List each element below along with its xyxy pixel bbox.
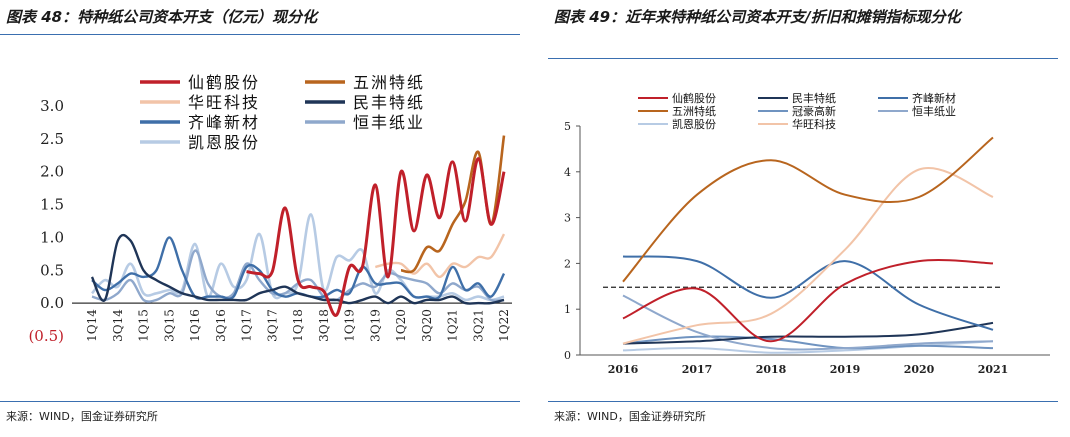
x-tick-label: 3Q21 <box>471 309 485 342</box>
x-tick-label: 1Q14 <box>85 309 99 342</box>
x-tick-label: 1Q17 <box>240 309 254 342</box>
y-tick-label: 2 <box>564 257 571 270</box>
series-line-五洲特纸 <box>400 135 506 274</box>
chart-title: 图表 49：近年来特种纸公司资本开支/折旧和摊销指标现分化 <box>554 8 961 26</box>
series-line-仙鹤股份 <box>622 258 994 343</box>
chart-title: 图表 48：特种纸公司资本开支（亿元）现分化 <box>6 8 318 26</box>
x-tick-label: 1Q19 <box>343 309 357 342</box>
series-line-华旺科技 <box>374 233 506 279</box>
x-tick-label: 1Q16 <box>188 309 202 342</box>
legend-label: 华旺科技 <box>188 93 260 112</box>
x-tick-label: 3Q18 <box>317 309 331 342</box>
y-tick-label: 1 <box>564 303 571 316</box>
legend-label: 齐峰新材 <box>912 91 956 105</box>
x-tick-label: 2018 <box>756 363 787 376</box>
x-tick-label: 3Q17 <box>265 309 279 342</box>
chart-panel-capex-da-ratio: 图表 49：近年来特种纸公司资本开支/折旧和摊销指标现分化 0 1 2 3 4 5 2016… <box>548 0 1070 437</box>
x-tick-label: 2016 <box>608 363 639 376</box>
source-note: 来源：WIND，国金证券研究所 <box>6 410 158 423</box>
series-line-齐峰新材 <box>622 255 994 331</box>
y-tick-label: 1.5 <box>40 196 64 214</box>
x-tick-label: 2021 <box>978 363 1009 376</box>
source-rule <box>0 401 520 402</box>
legend-label: 凯恩股份 <box>188 133 260 152</box>
y-tick-label: (0.5) <box>28 327 64 345</box>
y-tick-label: 0 <box>564 349 571 362</box>
series-line-五洲特纸 <box>622 136 994 283</box>
legend-label: 冠豪高新 <box>792 104 836 118</box>
x-tick-label: 2017 <box>682 363 713 376</box>
legend-label: 仙鹤股份 <box>672 91 716 105</box>
series-line-恒丰纸业 <box>622 294 994 351</box>
x-tick-label: 1Q18 <box>291 309 305 342</box>
x-tick-label: 1Q21 <box>446 309 460 342</box>
y-tick-label: 4 <box>564 166 571 179</box>
legend-label: 齐峰新材 <box>188 113 260 132</box>
x-tick-label: 1Q22 <box>497 309 511 342</box>
legend-label: 民丰特纸 <box>792 91 836 105</box>
legend-label: 仙鹤股份 <box>188 73 260 92</box>
source-note: 来源：WIND，国金证券研究所 <box>554 410 706 423</box>
capex-line-chart: (0.5) 0.0 0.5 1.0 1.5 2.0 2.5 3.0 1Q14 3Q14 1Q15 3Q… <box>28 73 512 345</box>
legend-label: 华旺科技 <box>792 117 836 131</box>
legend-label: 五洲特纸 <box>672 104 716 118</box>
y-tick-label: 2.5 <box>40 130 64 148</box>
x-tick-label: 3Q14 <box>111 309 125 342</box>
title-rule <box>0 34 520 35</box>
series-line-民丰特纸 <box>90 233 505 305</box>
y-tick-label: 3 <box>564 212 571 225</box>
series-line-仙鹤股份 <box>246 157 506 317</box>
ratio-line-chart: 0 1 2 3 4 5 2016 2017 2018 2019 2020 2021 仙鹤股份 民丰特纸 齐峰… <box>564 91 1050 376</box>
series-line-凯恩股份 <box>91 213 505 302</box>
series-line-民丰特纸 <box>622 321 994 345</box>
source-rule <box>548 401 1058 402</box>
title-rule <box>548 58 1058 59</box>
y-tick-label: 1.0 <box>40 228 64 246</box>
x-tick-label: 3Q16 <box>214 309 228 342</box>
y-tick-label: 3.0 <box>40 97 64 115</box>
legend-label: 恒丰纸业 <box>912 105 956 118</box>
legend-label: 恒丰纸业 <box>353 113 425 132</box>
y-tick-label: 5 <box>564 120 571 133</box>
x-tick-label: 2020 <box>904 363 935 376</box>
legend-label: 凯恩股份 <box>672 118 716 131</box>
series-line-冠豪高新 <box>622 335 994 350</box>
x-tick-label: 3Q15 <box>162 309 176 342</box>
legend-label: 民丰特纸 <box>353 93 425 112</box>
x-tick-label: 3Q19 <box>368 309 382 342</box>
legend-label: 五洲特纸 <box>353 73 425 92</box>
x-tick-label: 3Q20 <box>420 309 434 342</box>
x-tick-label: 1Q20 <box>394 309 408 342</box>
x-tick-label: 1Q15 <box>137 309 151 342</box>
y-tick-label: 0.0 <box>40 294 64 312</box>
series-line-华旺科技 <box>622 167 994 345</box>
y-tick-label: 2.0 <box>40 163 64 181</box>
x-tick-label: 2019 <box>830 363 861 376</box>
chart-panel-capex: 图表 48：特种纸公司资本开支（亿元）现分化 (0.5) 0.0 0.5 1.0 1.5… <box>0 0 520 437</box>
y-tick-label: 0.5 <box>40 261 64 279</box>
